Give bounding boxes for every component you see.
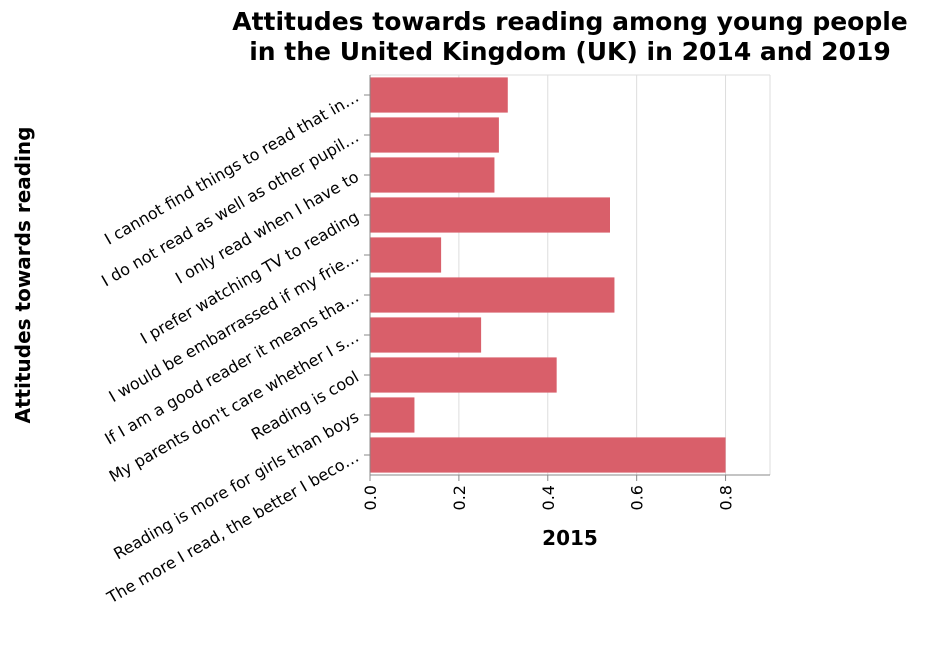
y-axis-ticks: I cannot find things to read that in…I d… [98, 87, 370, 608]
bar-8 [370, 397, 415, 433]
bar-6 [370, 317, 482, 353]
chart-title-line-2: in the United Kingdom (UK) in 2014 and 2… [249, 37, 891, 66]
bar-9 [370, 437, 726, 473]
bar-7 [370, 357, 557, 393]
y-axis-title: Attitudes towards reading [11, 127, 35, 424]
bar-4 [370, 237, 442, 273]
x-tick-label-4: 0.8 [717, 485, 736, 510]
bar-5 [370, 277, 615, 313]
x-axis-title: 2015 [542, 526, 598, 550]
bar-1 [370, 117, 499, 153]
bars [370, 77, 726, 473]
x-tick-label-3: 0.6 [628, 485, 647, 510]
x-tick-label-2: 0.4 [539, 485, 558, 510]
category-label-9: The more I read, the better I beco… [103, 447, 362, 608]
x-tick-label-0: 0.0 [361, 485, 380, 510]
bar-3 [370, 197, 610, 233]
chart-title-line-1: Attitudes towards reading among young pe… [232, 7, 908, 36]
grid-lines [458, 75, 727, 475]
bar-0 [370, 77, 508, 113]
x-tick-label-1: 0.2 [450, 485, 469, 510]
x-axis-ticks: 0.0 0.2 0.4 0.6 0.8 [361, 475, 736, 510]
bar-2 [370, 157, 495, 193]
